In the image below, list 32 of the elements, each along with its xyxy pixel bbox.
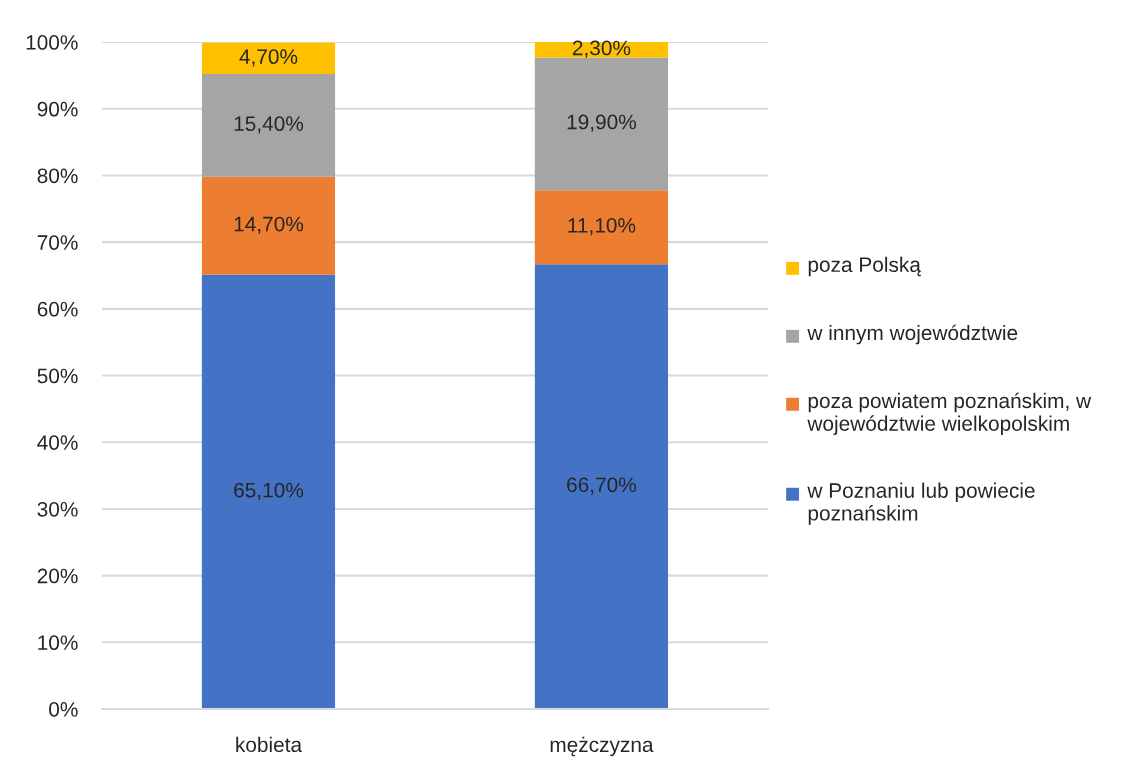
data-label: 66,70%: [567, 477, 637, 495]
bar: [534, 57, 669, 191]
data-label: 14,70%: [234, 216, 304, 234]
y-tick-label: 50%: [37, 368, 78, 384]
legend-label: poza powiatem poznańskim, w województwie wielkopolskim: [807, 392, 1092, 436]
x-tick-label: kobieta: [236, 736, 303, 753]
bar: [201, 74, 336, 177]
legend-label: w Poznaniu lub powiecie poznańskim: [807, 482, 1035, 525]
y-tick-label: 40%: [37, 435, 78, 450]
y-tick-label: 10%: [38, 635, 78, 651]
legend-label: poza Polską: [808, 256, 921, 277]
y-tick-label: 0%: [49, 702, 78, 717]
bar: [201, 176, 336, 275]
data-label: 11,10%: [568, 217, 636, 236]
y-tick-label: 100%: [26, 35, 78, 50]
data-label: 19,90%: [567, 114, 637, 132]
data-label: 15,40%: [234, 116, 304, 134]
bar: [201, 274, 336, 709]
bar: [201, 42, 336, 75]
y-tick-label: 20%: [37, 568, 78, 584]
y-tick-label: 90%: [37, 101, 78, 117]
y-tick-label: 70%: [37, 235, 78, 250]
data-label: 2,30%: [572, 40, 631, 58]
x-tick-label: mężczyzna: [550, 736, 654, 757]
data-label: 4,70%: [239, 49, 298, 67]
y-tick-label: 80%: [37, 168, 78, 184]
legend-label: w innym województwie: [807, 324, 1018, 345]
data-label: 65,10%: [234, 482, 304, 500]
y-tick-label: 60%: [37, 301, 78, 317]
y-tick-label: 30%: [37, 501, 78, 517]
bar: [534, 264, 669, 709]
bar: [534, 190, 669, 265]
